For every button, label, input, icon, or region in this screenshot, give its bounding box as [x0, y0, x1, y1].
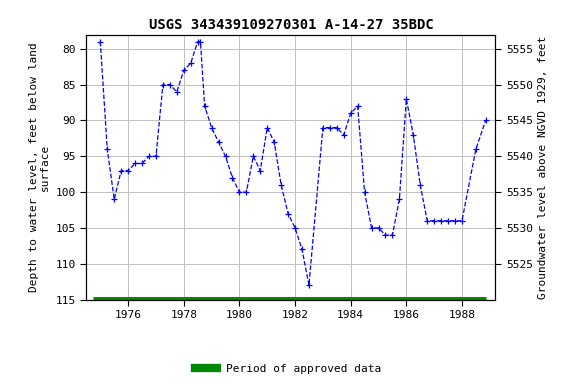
Title: USGS 343439109270301 A-14-27 35BDC: USGS 343439109270301 A-14-27 35BDC [149, 18, 433, 32]
Legend: Period of approved data: Period of approved data [191, 359, 385, 379]
Y-axis label: Groundwater level above NGVD 1929, feet: Groundwater level above NGVD 1929, feet [539, 35, 548, 299]
Y-axis label: Depth to water level, feet below land
surface: Depth to water level, feet below land su… [29, 42, 50, 292]
